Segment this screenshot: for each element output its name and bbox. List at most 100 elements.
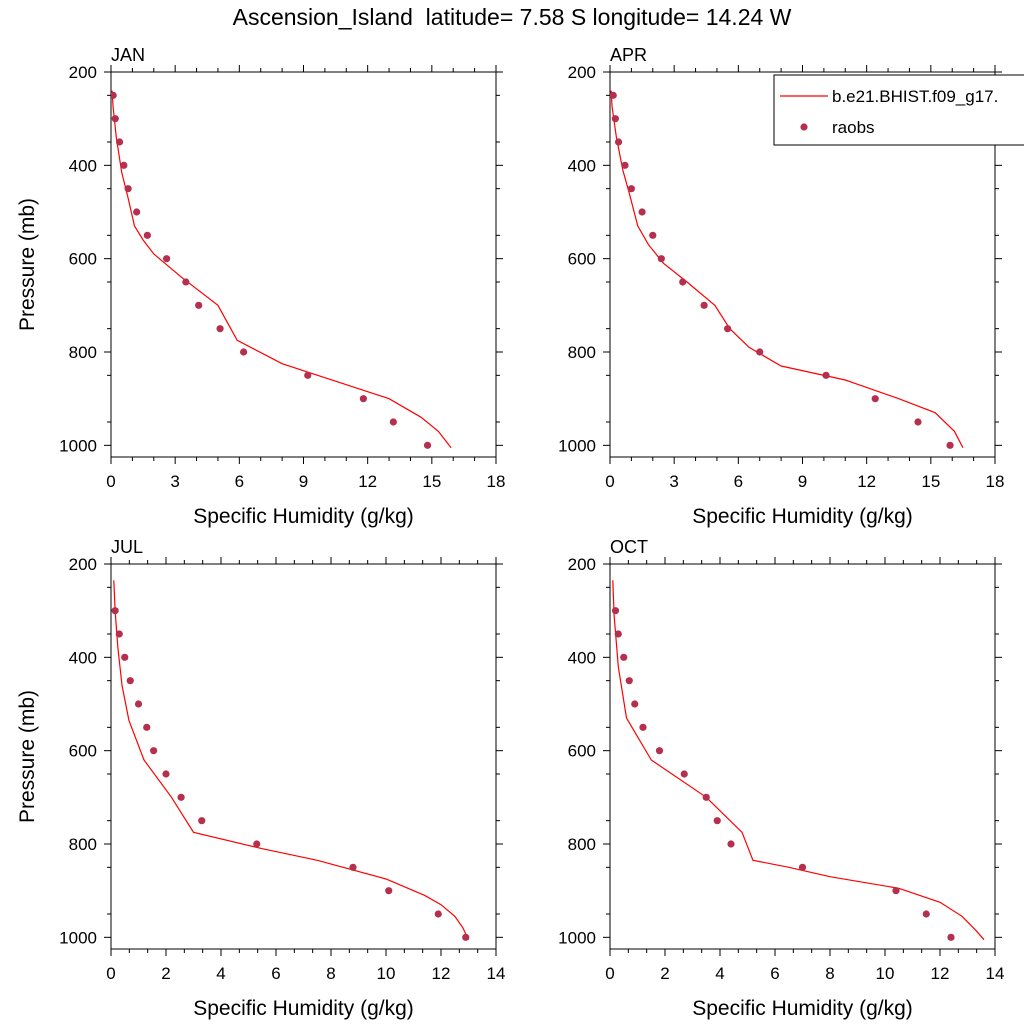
obs-point — [304, 371, 312, 379]
plot-frame — [609, 563, 996, 950]
x-tick-label: 3 — [669, 472, 678, 491]
panel-apr: 0 3 6 9 12 15 18 200 400 600 800 1000 APR Specific Hu… — [558, 45, 1004, 528]
obs-point — [702, 793, 710, 801]
x-axis-label: Specific Humidity (g/kg) — [692, 997, 913, 1020]
x-tick-label: 6 — [271, 964, 280, 983]
x-tick-label: 3 — [170, 472, 179, 491]
obs-point — [240, 348, 248, 356]
x-tick-label: 6 — [734, 472, 743, 491]
x-axis-label: Specific Humidity (g/kg) — [193, 505, 414, 528]
x-tick-label: 12 — [931, 964, 950, 983]
panel-jan: 0 3 6 9 12 15 18 200 400 600 800 1000 JAN Specific Hu… — [16, 45, 505, 528]
obs-point — [162, 770, 170, 778]
obs-point — [389, 418, 397, 426]
obs-point — [143, 231, 151, 239]
model-line — [612, 580, 985, 941]
legend: b.e21.BHIST.f09_g17.raobs — [773, 74, 1024, 146]
y-tick-label: 200 — [568, 63, 596, 82]
x-tick-label: 9 — [299, 472, 308, 491]
obs-point — [423, 441, 432, 449]
legend-obs-label: raobs — [832, 118, 875, 137]
panel-label-apr: APR — [610, 45, 647, 65]
obs-point — [359, 395, 367, 403]
obs-point — [124, 185, 132, 193]
obs-point — [724, 325, 732, 333]
x-tick-label: 8 — [825, 964, 834, 983]
y-tick-label: 200 — [69, 555, 97, 574]
obs-point — [182, 278, 190, 286]
obs-point — [614, 630, 622, 638]
x-tick-label: 15 — [422, 472, 441, 491]
obs-point — [195, 301, 203, 309]
obs-point — [649, 231, 657, 239]
x-tick-label: 10 — [377, 964, 396, 983]
obs-point — [253, 840, 261, 848]
obs-point — [462, 933, 470, 941]
plot-frame — [110, 563, 497, 950]
y-tick-label: 1000 — [59, 436, 97, 455]
y-tick-label: 600 — [568, 250, 596, 269]
y-tick-label: 600 — [69, 742, 97, 761]
obs-point — [631, 700, 639, 708]
y-tick-label: 200 — [69, 63, 97, 82]
figure-title: Ascension_Island latitude= 7.58 S longit… — [232, 4, 792, 30]
obs-point — [639, 723, 647, 731]
obs-point — [914, 418, 922, 426]
x-tick-label: 12 — [857, 472, 876, 491]
legend-obs-swatch — [800, 123, 808, 131]
obs-point — [349, 863, 357, 871]
obs-point — [134, 700, 143, 708]
obs-point — [115, 138, 124, 146]
panel-label-oct: OCT — [610, 537, 648, 557]
obs-point — [611, 607, 620, 615]
y-tick-label: 600 — [69, 250, 97, 269]
y-tick-label: 1000 — [558, 436, 596, 455]
x-tick-label: 12 — [432, 964, 451, 983]
panel-label-jul: JUL — [111, 537, 143, 557]
obs-point — [434, 910, 442, 918]
obs-point — [610, 91, 617, 99]
x-tick-label: 8 — [326, 964, 335, 983]
x-tick-label: 0 — [106, 472, 115, 491]
obs-point — [713, 817, 721, 825]
obs-point — [111, 115, 119, 123]
obs-point — [727, 840, 735, 848]
obs-point — [625, 677, 633, 685]
y-tick-label: 400 — [69, 156, 97, 175]
obs-point — [655, 747, 664, 755]
legend-model-label: b.e21.BHIST.f09_g17. — [832, 87, 998, 106]
obs-point — [121, 653, 129, 661]
x-tick-label: 14 — [487, 964, 506, 983]
obs-point — [216, 325, 224, 333]
x-tick-label: 6 — [770, 964, 779, 983]
x-tick-label: 0 — [605, 472, 614, 491]
y-tick-label: 800 — [69, 343, 97, 362]
panel-label-jan: JAN — [111, 45, 145, 65]
y-axis-label: Pressure (mb) — [16, 690, 39, 823]
obs-point — [126, 677, 134, 685]
obs-point — [947, 933, 955, 941]
obs-point — [946, 441, 954, 449]
x-tick-label: 12 — [358, 472, 377, 491]
obs-point — [679, 278, 687, 286]
model-line — [111, 90, 452, 449]
y-tick-label: 400 — [69, 648, 97, 667]
obs-point — [627, 185, 635, 193]
y-tick-label: 400 — [568, 648, 596, 667]
obs-point — [638, 208, 646, 216]
obs-point — [177, 793, 185, 801]
obs-point — [871, 395, 879, 403]
obs-point — [133, 208, 141, 216]
x-tick-label: 14 — [986, 964, 1005, 983]
y-tick-label: 400 — [568, 156, 596, 175]
x-axis-label: Specific Humidity (g/kg) — [193, 997, 414, 1020]
y-axis-label: Pressure (mb) — [16, 198, 39, 331]
obs-point — [163, 255, 171, 263]
obs-point — [120, 161, 128, 169]
model-line — [113, 580, 470, 940]
x-tick-label: 0 — [106, 964, 115, 983]
obs-point — [756, 348, 764, 356]
x-axis-label: Specific Humidity (g/kg) — [692, 505, 913, 528]
plot-frame — [110, 71, 497, 458]
y-tick-label: 1000 — [558, 928, 596, 947]
